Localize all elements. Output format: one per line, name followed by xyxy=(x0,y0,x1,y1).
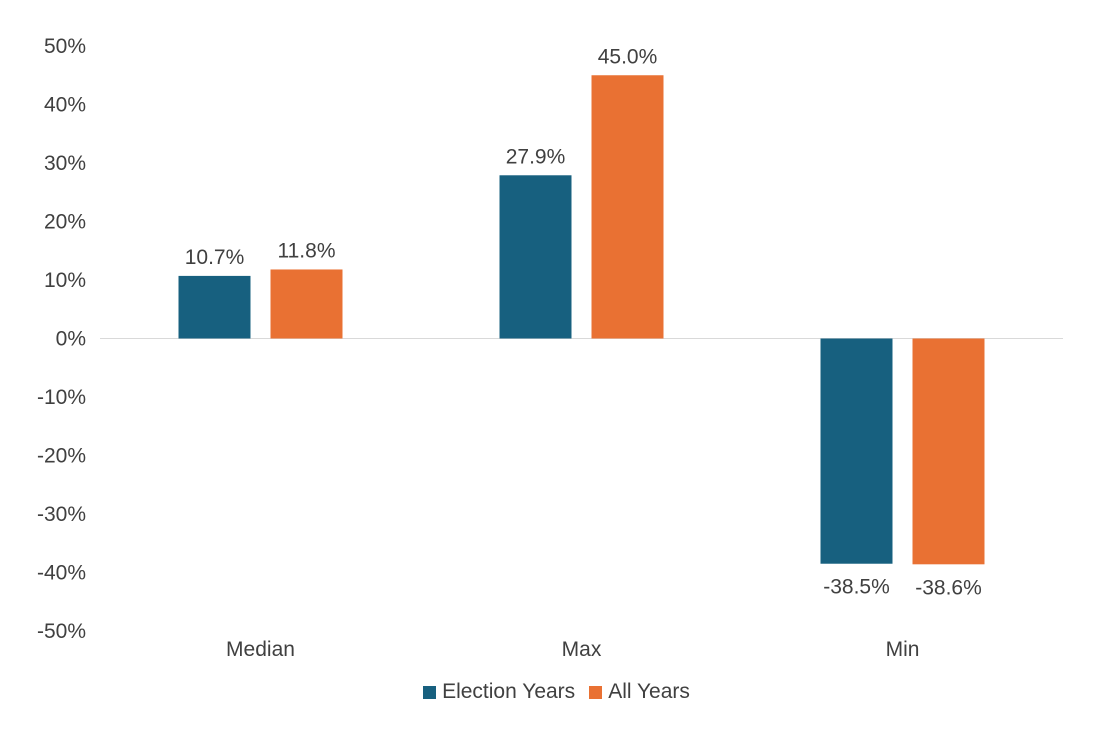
bar-median-all-years xyxy=(270,269,343,339)
bar-max-election-years xyxy=(499,175,572,339)
data-label: 11.8% xyxy=(278,239,336,262)
y-tick-label: -50% xyxy=(37,620,86,643)
data-label: -38.5% xyxy=(823,576,890,599)
y-tick-label: 30% xyxy=(44,152,86,175)
x-category-label: Max xyxy=(562,638,602,661)
data-label: 27.9% xyxy=(506,145,566,168)
legend-label-election-years: Election Years xyxy=(442,680,576,703)
bars-group xyxy=(178,75,985,565)
bar-chart: 50% 40% 30% 20% 10% 0% -10% -20% -30% -40% -50% 10… xyxy=(37,35,1063,661)
x-axis-category-labels: Median Max Min xyxy=(226,638,919,661)
data-label: 10.7% xyxy=(185,246,245,269)
data-labels-group: 10.7% 11.8% 27.9% 45.0% -38.5% -38.6% xyxy=(185,45,982,599)
legend-item-election-years: Election Years xyxy=(423,680,575,704)
legend-label-all-years: All Years xyxy=(608,680,690,703)
y-tick-label: 20% xyxy=(44,211,86,234)
y-tick-label: 10% xyxy=(44,269,86,292)
bar-median-election-years xyxy=(178,275,251,339)
y-tick-label: 0% xyxy=(56,328,86,351)
bar-min-all-years xyxy=(912,338,985,565)
y-tick-label: 40% xyxy=(44,94,86,117)
x-category-label: Median xyxy=(226,638,295,661)
y-tick-label: -10% xyxy=(37,386,86,409)
y-tick-label: -30% xyxy=(37,503,86,526)
bar-min-election-years xyxy=(820,338,893,564)
x-category-label: Min xyxy=(886,638,920,661)
y-tick-label: -20% xyxy=(37,445,86,468)
data-label: 45.0% xyxy=(598,45,658,68)
bar-max-all-years xyxy=(591,75,664,339)
data-label: -38.6% xyxy=(915,576,982,599)
legend: Election Years All Years xyxy=(0,680,1113,704)
y-tick-label: 50% xyxy=(44,35,86,58)
legend-item-all-years: All Years xyxy=(589,680,690,704)
y-axis-tick-labels: 50% 40% 30% 20% 10% 0% -10% -20% -30% -40% -50% xyxy=(37,35,86,643)
y-tick-label: -40% xyxy=(37,562,86,585)
legend-swatch-election-years xyxy=(423,685,437,699)
legend-swatch-all-years xyxy=(589,685,603,699)
